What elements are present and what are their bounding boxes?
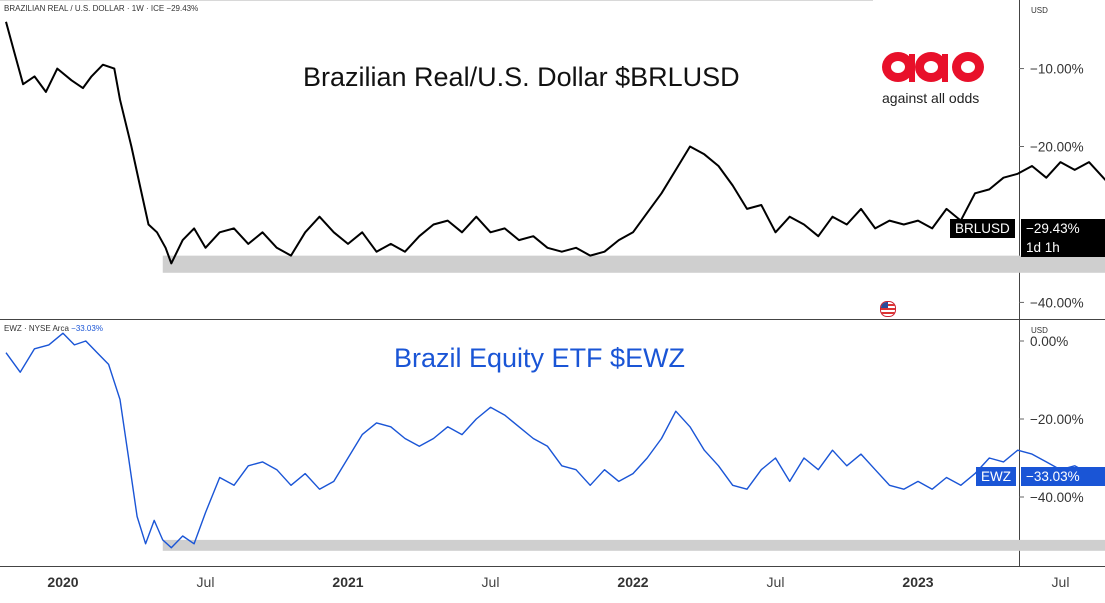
y-tick-label: −40.00% bbox=[1030, 490, 1084, 505]
support-band-ewz bbox=[162, 539, 1105, 551]
x-tick-label: Jul bbox=[482, 574, 500, 590]
brlusd-chart-title: Brazilian Real/U.S. Dollar $BRLUSD bbox=[303, 62, 740, 92]
y-tick-label: 0.00% bbox=[1030, 334, 1068, 349]
brlusd-countdown-tag: 1d 1h bbox=[1021, 238, 1105, 257]
y-tick-label: −20.00% bbox=[1030, 412, 1084, 427]
y-tick-label: −40.00% bbox=[1030, 295, 1084, 310]
top-pane-header: BRAZILIAN REAL / U.S. DOLLAR · 1W · ICE … bbox=[4, 4, 198, 13]
bottom-pane-symbol: EWZ · NYSE Arca bbox=[4, 324, 69, 333]
y-tick-label: −10.00% bbox=[1030, 62, 1084, 77]
top-pane-symbol: BRAZILIAN REAL / U.S. DOLLAR · 1W · ICE bbox=[4, 4, 165, 13]
bottom-pane-change: −33.03% bbox=[71, 324, 103, 333]
x-tick-label: Jul bbox=[1052, 574, 1070, 590]
x-tick-label: Jul bbox=[767, 574, 785, 590]
x-tick-label: 2021 bbox=[332, 574, 363, 590]
x-tick-label: 2020 bbox=[47, 574, 78, 590]
support-band-brlusd bbox=[162, 255, 1105, 273]
brlusd-symbol-tag: BRLUSD bbox=[950, 219, 1015, 238]
x-tick-label: 2023 bbox=[902, 574, 933, 590]
top-currency-label: USD bbox=[1031, 6, 1048, 15]
against-all-odds-logo-icon bbox=[882, 52, 984, 82]
top-pane-change: −29.43% bbox=[166, 4, 199, 13]
x-tick-label: Jul bbox=[197, 574, 215, 590]
series-line-ewz bbox=[5, 332, 1105, 549]
brlusd-value-tag: −29.43% bbox=[1021, 219, 1105, 238]
series-line-brlusd bbox=[5, 21, 1105, 265]
bottom-currency-label: USD bbox=[1031, 326, 1048, 335]
ewz-value-tag: −33.03% bbox=[1021, 467, 1105, 486]
y-tick-label: −20.00% bbox=[1030, 140, 1084, 155]
bottom-pane-header: EWZ · NYSE Arca −33.03% bbox=[4, 324, 103, 333]
us-flag-icon[interactable] bbox=[880, 301, 896, 317]
logo-text: against all odds bbox=[882, 90, 980, 106]
ewz-chart-title: Brazil Equity ETF $EWZ bbox=[394, 343, 686, 373]
x-tick-label: 2022 bbox=[617, 574, 648, 590]
ewz-symbol-tag: EWZ bbox=[976, 467, 1016, 486]
